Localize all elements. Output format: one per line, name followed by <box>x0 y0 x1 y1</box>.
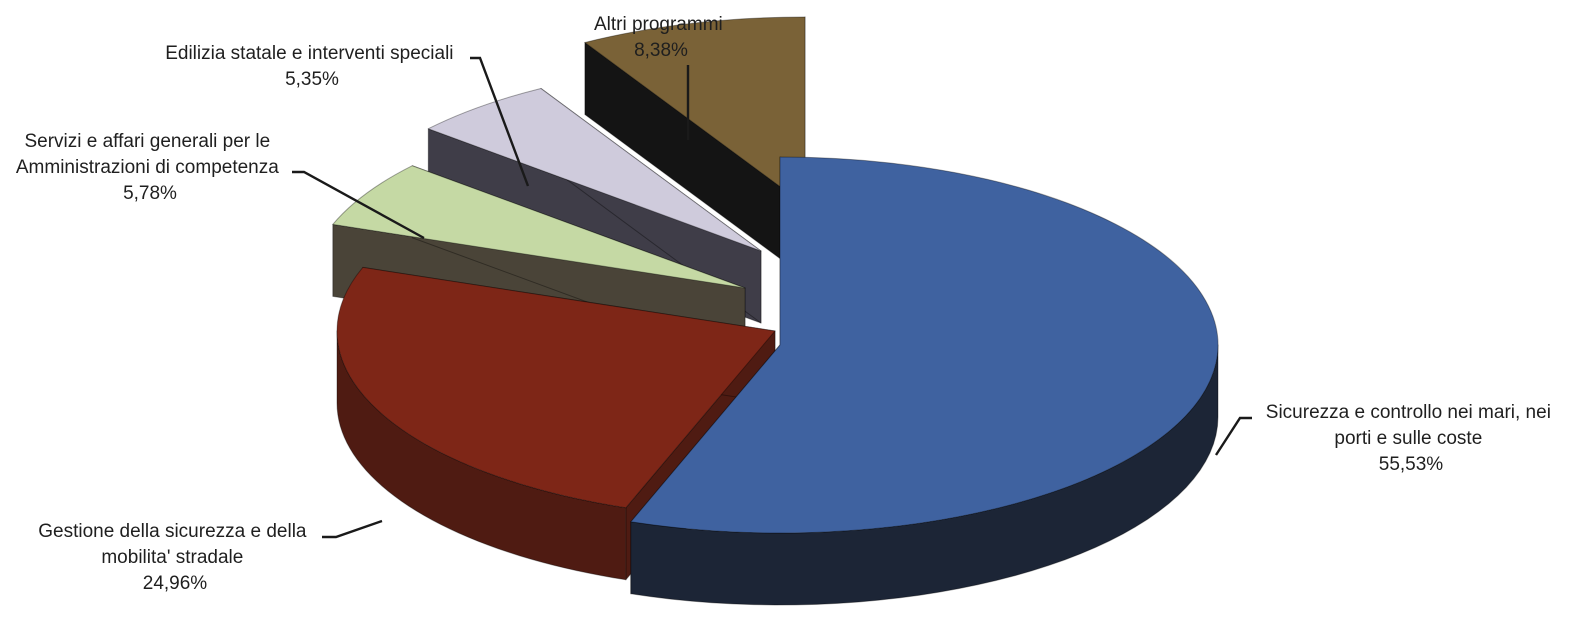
leader-line-edilizia <box>470 56 530 187</box>
label-altri-line-1: Altri programmi <box>594 14 723 35</box>
slice-altri <box>584 16 806 278</box>
label-edilizia-line-1: Edilizia statale e interventi speciali <box>165 43 453 64</box>
label-mari-line-2: porti e sulle coste <box>1334 428 1482 449</box>
slice-top-sicurezza-mari <box>630 156 1219 534</box>
label-stradale-value: 24,96% <box>143 573 208 594</box>
label-mari-value: 55,53% <box>1379 454 1444 475</box>
pie-slices <box>332 16 1219 606</box>
label-servizi: Servizi e affari generali per le Amminis… <box>16 131 284 204</box>
slice-sicurezza-mari <box>630 156 1219 606</box>
slice-top-servizi-affari <box>332 165 746 289</box>
label-edilizia: Edilizia statale e interventi speciali 5… <box>165 43 459 90</box>
label-edilizia-value: 5,35% <box>285 69 339 90</box>
label-mari: Sicurezza e controllo nei mari, nei port… <box>1266 402 1556 475</box>
slice-top-sicurezza-stradale <box>336 266 776 509</box>
label-servizi-line-2: Amministrazioni di competenza <box>16 157 279 178</box>
leader-line-stradale <box>322 519 383 539</box>
label-stradale: Gestione della sicurezza e della mobilit… <box>38 521 312 594</box>
label-mari-line-1: Sicurezza e controllo nei mari, nei <box>1266 402 1551 423</box>
label-servizi-line-1: Servizi e affari generali per le <box>24 131 270 152</box>
label-stradale-line-2: mobilita' stradale <box>101 547 243 568</box>
slice-top-altri <box>584 16 806 206</box>
label-altri-value: 8,38% <box>634 40 688 61</box>
leader-line-servizi <box>292 170 425 240</box>
leader-line-mari <box>1214 416 1252 456</box>
slice-top-edilizia <box>427 87 762 252</box>
label-altri: Altri programmi 8,38% <box>594 14 728 61</box>
label-servizi-value: 5,78% <box>123 183 177 204</box>
label-stradale-line-1: Gestione della sicurezza e della <box>38 521 307 542</box>
